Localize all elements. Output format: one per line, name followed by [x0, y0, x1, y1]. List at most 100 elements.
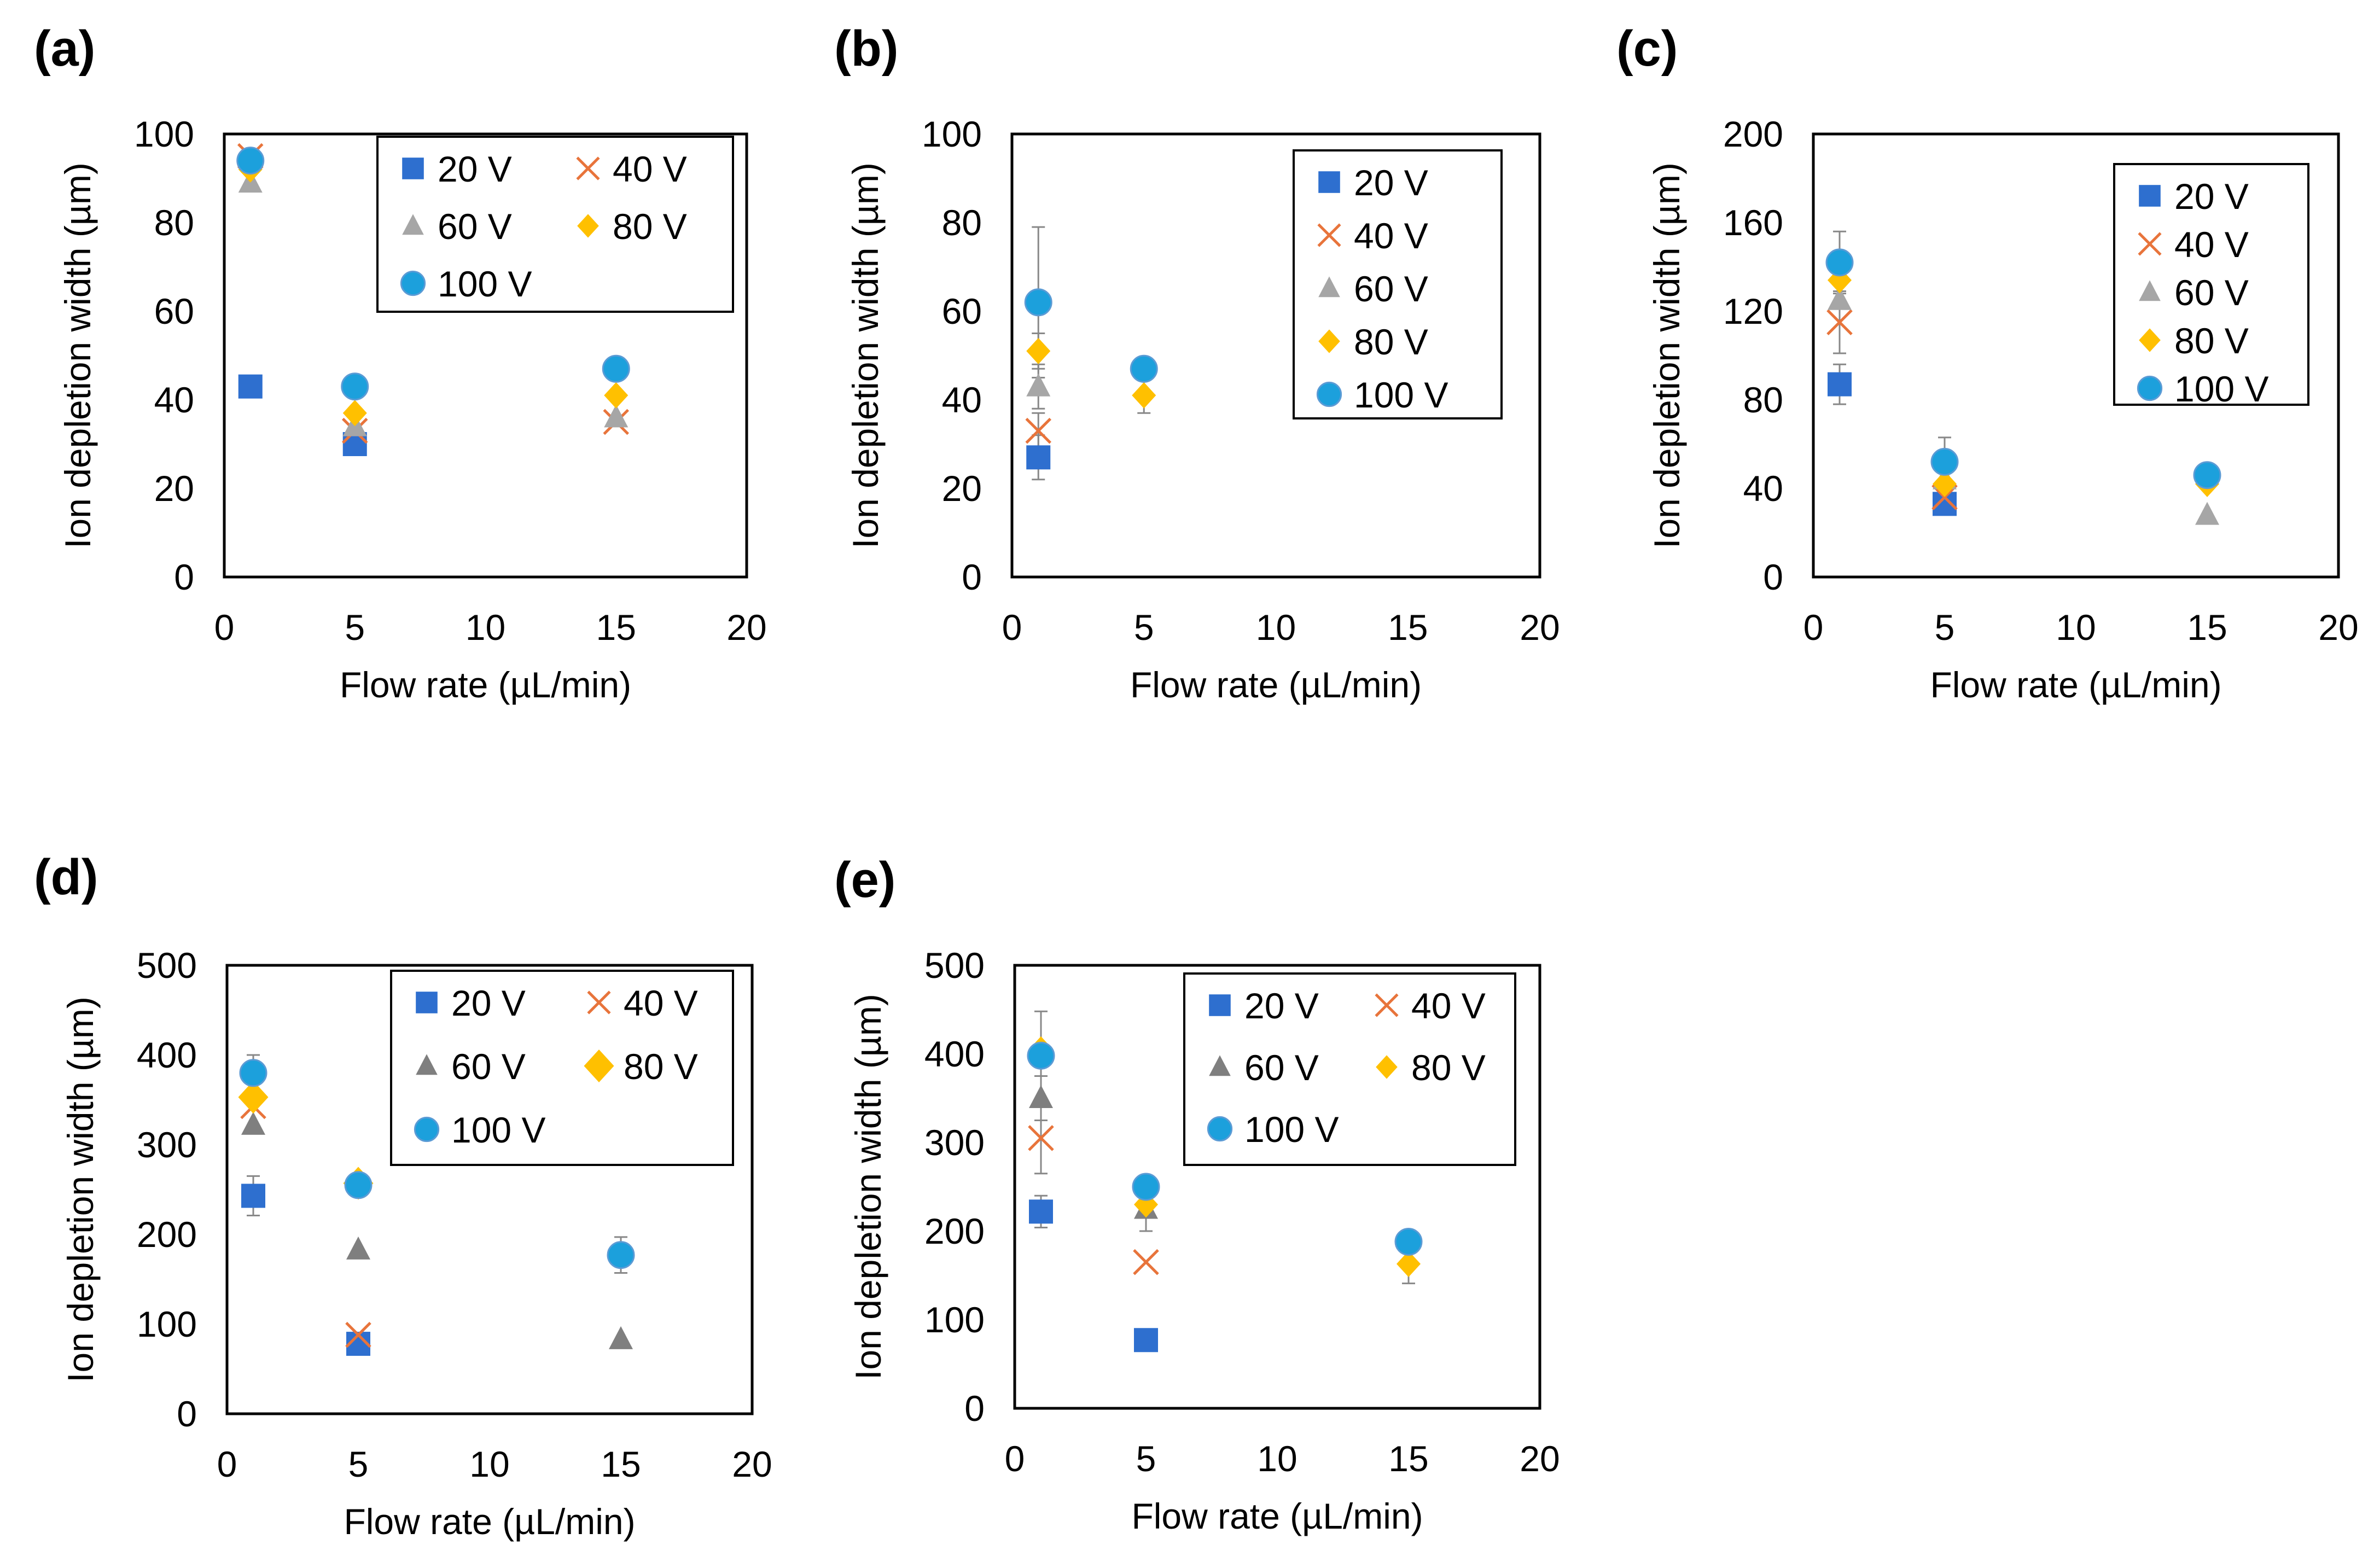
legend-marker-80v: [2139, 328, 2161, 352]
legend-marker-100v: [2137, 375, 2163, 401]
y-tick-label: 0: [174, 557, 194, 597]
legend-label: 100 V: [1244, 1109, 1339, 1150]
data-point-40v: [1025, 417, 1052, 444]
x-axis-title: Flow rate (µL/min): [1930, 664, 2221, 705]
y-tick-label: 60: [942, 291, 982, 331]
y-tick-label: 80: [154, 202, 194, 243]
y-tick-label: 40: [942, 380, 982, 420]
data-point-20v: [1029, 1199, 1053, 1224]
legend-marker-40v: [587, 990, 611, 1015]
data-point-100v: [1930, 447, 1959, 476]
legend-marker-40v: [2138, 232, 2162, 256]
x-tick-label: 10: [1257, 1438, 1297, 1479]
x-tick-label: 10: [2056, 607, 2096, 648]
legend-marker-60v: [2139, 280, 2161, 301]
legend: 20 V 40 V 60 V 80 V 100 V: [2113, 163, 2309, 409]
data-point-60v: [604, 404, 629, 428]
data-point-60v: [609, 1326, 633, 1349]
y-axis-title: Ion depletion width (µm): [60, 996, 101, 1383]
data-point-100v: [1027, 1041, 1055, 1070]
legend-label: 100 V: [2174, 369, 2268, 409]
legend-label: 40 V: [2174, 224, 2249, 265]
y-tick-label: 100: [922, 114, 982, 154]
data-point-100v: [2193, 461, 2221, 489]
panel-b: (b) 0 20 40 60 80 100 0 5 10 15 20 Flow rate (µL/min…: [834, 21, 1560, 705]
x-tick-label: 15: [596, 607, 636, 648]
legend-marker-40v: [576, 156, 600, 180]
panel-letter: (c): [1616, 21, 1678, 77]
x-tick-label: 10: [1256, 607, 1296, 648]
x-tick-label: 5: [1935, 607, 1955, 648]
y-tick-label: 100: [924, 1299, 985, 1340]
x-axis-title: Flow rate (µL/min): [344, 1501, 635, 1542]
data-point-60v: [241, 1111, 265, 1135]
x-tick-label: 0: [1005, 1438, 1025, 1479]
legend-marker-60v: [1209, 1055, 1231, 1076]
legend-label: 40 V: [1411, 986, 1486, 1026]
data-point-60v: [1828, 287, 1852, 310]
plot-area: [1010, 132, 1541, 579]
y-tick-label: 20: [154, 468, 194, 509]
y-tick-label: 40: [154, 380, 194, 420]
legend-marker-40v: [1375, 993, 1399, 1017]
legend: 20 V 40 V 60 V 80 V 100 V: [390, 970, 734, 1166]
x-tick-label: 5: [345, 607, 365, 648]
x-tick-label: 15: [1388, 607, 1428, 648]
data-point-20v: [1828, 372, 1852, 397]
legend-marker-60v: [1318, 276, 1340, 298]
y-tick-label: 300: [924, 1122, 985, 1163]
legend-label: 40 V: [624, 983, 698, 1023]
legend-marker-60v: [402, 214, 424, 235]
data-point-80v: [1397, 1250, 1421, 1277]
panel-letter: (d): [34, 849, 98, 905]
plot-area: [1013, 964, 1541, 1410]
y-tick-label: 500: [137, 945, 197, 986]
data-point-80v: [604, 382, 629, 409]
y-tick-label: 0: [177, 1394, 197, 1434]
x-tick-label: 20: [2318, 607, 2358, 648]
legend-label: 20 V: [438, 149, 512, 189]
x-tick-label: 20: [1520, 1438, 1560, 1479]
panel-letter: (e): [834, 852, 895, 908]
legend-marker-20v: [2139, 185, 2161, 207]
x-tick-label: 10: [469, 1444, 509, 1484]
data-point-60v: [1029, 1085, 1053, 1108]
legend-label: 20 V: [2174, 176, 2249, 217]
panel-a: (a) 0 20 40 60 80 100 0 5 10 15 20 Flow rate (µL/min…: [34, 21, 767, 705]
data-point-20v: [241, 1184, 265, 1208]
legend-marker-20v: [1318, 171, 1340, 193]
data-point-100v: [236, 147, 265, 175]
y-tick-label: 200: [137, 1214, 197, 1255]
legend-label: 100 V: [438, 264, 532, 304]
legend-marker-60v: [416, 1054, 438, 1075]
x-tick-label: 5: [1136, 1438, 1156, 1479]
legend-label: 60 V: [1354, 269, 1428, 309]
data-point-100v: [607, 1241, 635, 1269]
x-tick-label: 20: [726, 607, 766, 648]
y-tick-label: 200: [1723, 114, 1783, 154]
data-point-100v: [1394, 1227, 1423, 1256]
y-tick-label: 400: [137, 1035, 197, 1075]
x-tick-label: 0: [1002, 607, 1022, 648]
y-tick-label: 0: [962, 557, 982, 597]
legend-label: 80 V: [1354, 322, 1428, 362]
data-point-80v: [238, 1081, 269, 1114]
y-tick-label: 100: [137, 1304, 197, 1344]
data-point-80v: [342, 400, 367, 427]
data-point-20v: [238, 374, 263, 399]
data-point-40v: [1028, 1125, 1054, 1151]
x-tick-label: 0: [217, 1444, 237, 1484]
plot-area: [1812, 132, 2340, 579]
data-point-100v: [1130, 354, 1158, 383]
y-axis-title: Ion depletion width (µm): [848, 994, 888, 1380]
legend-label: 20 V: [1244, 986, 1319, 1026]
y-tick-label: 120: [1723, 291, 1783, 331]
legend-label: 100 V: [451, 1110, 545, 1150]
x-tick-label: 10: [466, 607, 505, 648]
x-tick-label: 20: [1520, 607, 1560, 648]
y-tick-label: 0: [1763, 557, 1783, 597]
panel-letter: (a): [34, 21, 95, 77]
data-point-60v: [1026, 373, 1051, 397]
data-point-100v: [1024, 288, 1052, 317]
